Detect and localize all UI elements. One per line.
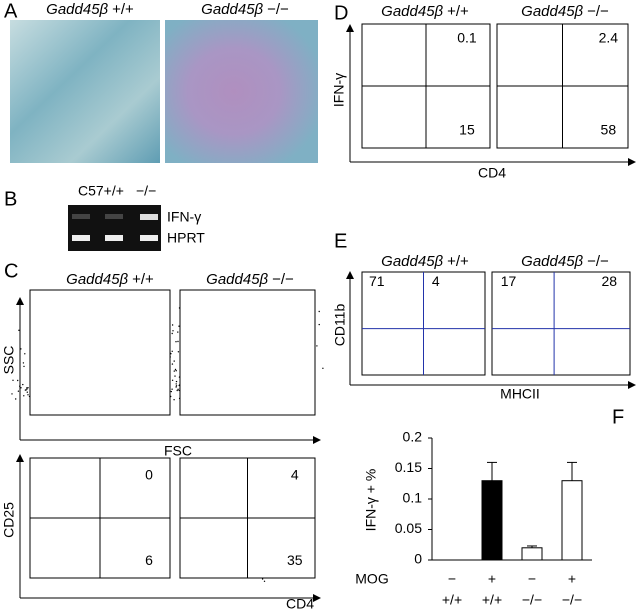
flow-event xyxy=(322,367,324,369)
axis-label: SSC xyxy=(1,346,17,375)
flow-event xyxy=(263,580,266,582)
axis-label: CD4 xyxy=(478,165,506,181)
flow-event xyxy=(26,387,28,389)
flow-event xyxy=(177,331,179,333)
flow-event xyxy=(173,399,175,401)
flow-event xyxy=(173,370,175,372)
flow-event xyxy=(171,379,174,381)
lane-label: −/− xyxy=(136,183,156,199)
flow-event xyxy=(19,385,21,387)
panel-title: Gadd45β +/+ xyxy=(381,253,469,270)
flow-event xyxy=(174,368,177,371)
gel-band xyxy=(140,214,158,220)
flow-event xyxy=(177,351,180,353)
flow-event xyxy=(26,391,28,393)
panel-title: Gadd45β −/− xyxy=(521,253,609,270)
axis-label: CD4 xyxy=(286,596,314,612)
flow-event xyxy=(171,350,173,352)
flow-event xyxy=(18,329,20,331)
flow-event xyxy=(171,388,173,390)
flow-event xyxy=(11,393,13,395)
histology-image xyxy=(165,20,318,163)
flow-event xyxy=(26,388,28,390)
axis-label: MHCII xyxy=(500,386,540,402)
panel-title: Gadd45β +/+ xyxy=(381,3,469,20)
flow-event xyxy=(178,325,180,327)
band-label: HPRT xyxy=(167,230,205,246)
axis-label: IFN-γ + % xyxy=(363,469,379,532)
flow-event xyxy=(24,353,26,355)
flow-event xyxy=(27,387,29,389)
panel-letter: C xyxy=(4,260,18,282)
flow-event xyxy=(12,379,14,381)
flow-event xyxy=(20,387,22,389)
flow-event xyxy=(175,370,177,372)
panel-title: Gadd45β −/− xyxy=(201,1,289,18)
flow-event xyxy=(261,578,264,580)
gel xyxy=(68,205,161,251)
panel-title: Gadd45β −/− xyxy=(521,3,609,20)
flow-event xyxy=(20,348,22,350)
panel-title: Gadd45β +/+ xyxy=(46,1,134,18)
panel-letter: E xyxy=(334,230,347,252)
flow-event xyxy=(171,363,174,365)
flow-event xyxy=(175,385,178,387)
gel-band xyxy=(140,235,158,241)
flow-event xyxy=(23,365,25,368)
flow-event xyxy=(171,324,174,326)
flow-event xyxy=(175,383,177,385)
panel-letter: F xyxy=(612,406,624,428)
panel-title: Gadd45β −/− xyxy=(206,271,294,288)
flow-event xyxy=(177,388,179,390)
flow-event xyxy=(173,360,175,362)
lane-label: C57+/+ xyxy=(78,183,124,199)
flow-event xyxy=(15,398,17,400)
flow-event xyxy=(175,380,178,383)
flow-event xyxy=(175,386,177,388)
flow-event xyxy=(318,323,320,326)
gel-band xyxy=(105,214,123,219)
flow-event xyxy=(27,394,29,396)
flow-event xyxy=(176,389,178,392)
gel-band xyxy=(72,214,90,219)
flow-event xyxy=(318,310,320,313)
flow-event xyxy=(178,389,180,392)
flow-event xyxy=(17,379,19,382)
flow-event xyxy=(23,395,25,397)
axis-label: CD25 xyxy=(1,502,17,538)
band-label: IFN-γ xyxy=(167,209,201,225)
panel-letter: A xyxy=(4,0,18,22)
flow-event xyxy=(175,341,177,343)
flow-event xyxy=(177,340,179,343)
panel-letter: B xyxy=(4,188,17,210)
flow-event xyxy=(171,332,173,335)
category-label: MOG xyxy=(355,571,388,587)
axis-label: IFN-γ xyxy=(331,73,347,107)
flow-event xyxy=(22,383,24,386)
flow-event xyxy=(24,389,27,391)
flow-event xyxy=(174,375,176,377)
axis-label: CD11b xyxy=(332,304,348,347)
histology-image xyxy=(10,20,160,163)
gel-band xyxy=(105,235,123,241)
axis-label: FSC xyxy=(164,443,192,459)
panel-title: Gadd45β +/+ xyxy=(66,271,154,288)
flow-event xyxy=(172,330,174,332)
flow-event xyxy=(17,390,20,392)
flow-event xyxy=(22,362,25,364)
gel-band xyxy=(72,235,90,241)
panel-letter: D xyxy=(334,2,348,24)
flow-event xyxy=(316,345,318,347)
flow-event xyxy=(170,390,172,393)
